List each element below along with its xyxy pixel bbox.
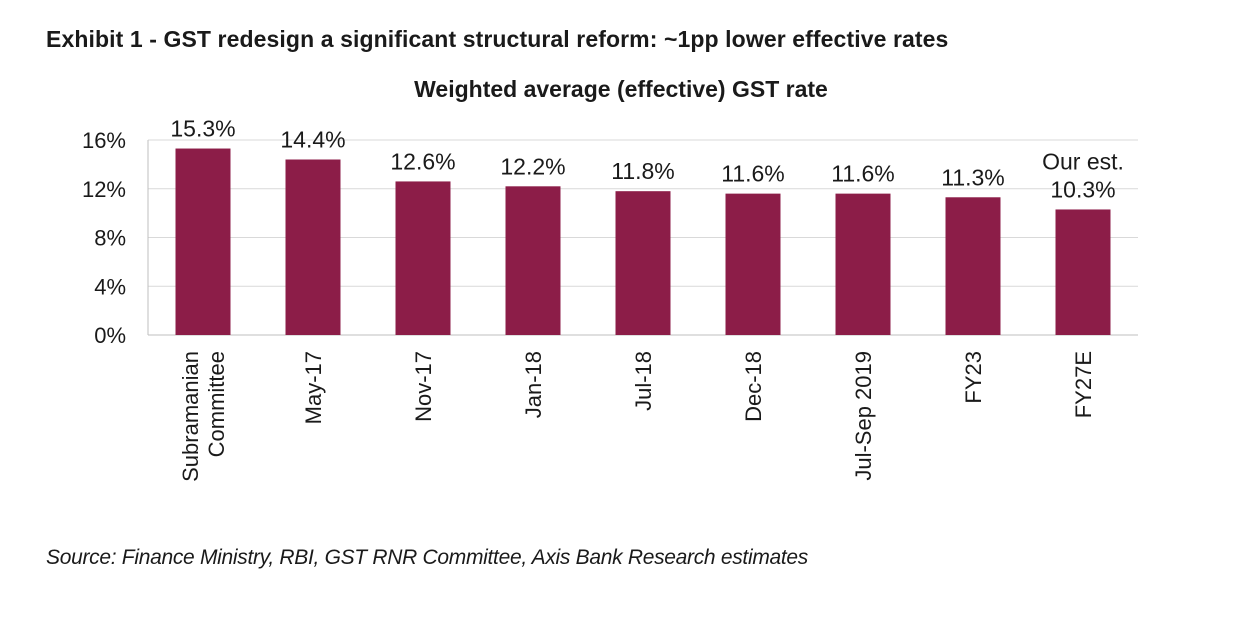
x-category-label: Nov-17 bbox=[411, 351, 436, 422]
bar bbox=[835, 193, 891, 335]
data-label: 11.8% bbox=[611, 158, 675, 184]
bar bbox=[945, 197, 1001, 335]
x-category-label: Jul-18 bbox=[631, 351, 656, 411]
x-category-label: Jan-18 bbox=[521, 351, 546, 418]
x-category-label: FY27E bbox=[1071, 351, 1096, 418]
data-label: 11.6% bbox=[831, 161, 895, 187]
data-label: 11.6% bbox=[721, 161, 785, 187]
bar bbox=[395, 181, 451, 335]
y-tick-label: 4% bbox=[94, 274, 126, 299]
x-axis-categories: Subramanian Committee May-17 Nov-17 Jan-18 Ju… bbox=[178, 351, 1096, 482]
bar bbox=[175, 148, 231, 335]
bar bbox=[725, 193, 781, 335]
data-label: 14.4% bbox=[280, 127, 345, 153]
bar bbox=[1055, 209, 1111, 335]
y-tick-label: 8% bbox=[94, 226, 126, 251]
x-category-label: May-17 bbox=[301, 351, 326, 424]
data-label: Our est. bbox=[1042, 148, 1124, 174]
data-label: 11.3% bbox=[941, 164, 1005, 190]
bar bbox=[615, 191, 671, 335]
chart-title: Weighted average (effective) GST rate bbox=[414, 76, 828, 102]
data-label: 15.3% bbox=[170, 116, 235, 142]
source-note: Source: Finance Ministry, RBI, GST RNR C… bbox=[46, 546, 808, 569]
data-label: 12.2% bbox=[500, 153, 565, 179]
data-labels: 15.3% 14.4% 12.6% 12.2% 11.8% 11.6% 11.6% 11.3%… bbox=[170, 116, 1124, 203]
y-tick-label: 0% bbox=[94, 323, 126, 348]
x-category-label: FY23 bbox=[961, 351, 986, 404]
x-category-label: Dec-18 bbox=[741, 351, 766, 422]
data-label: 10.3% bbox=[1050, 176, 1115, 202]
x-category-label: Committee bbox=[204, 351, 229, 457]
bars bbox=[175, 148, 1111, 335]
bar bbox=[505, 186, 561, 335]
bar bbox=[285, 159, 341, 335]
y-tick-label: 12% bbox=[82, 177, 126, 202]
y-tick-label: 16% bbox=[82, 128, 126, 153]
x-category-label: Jul-Sep 2019 bbox=[851, 351, 876, 481]
x-category-label: Subramanian bbox=[178, 351, 203, 482]
data-label: 12.6% bbox=[390, 148, 455, 174]
exhibit-title: Exhibit 1 - GST redesign a significant s… bbox=[46, 26, 949, 52]
y-axis-ticks: 0% 4% 8% 12% 16% bbox=[82, 128, 126, 348]
